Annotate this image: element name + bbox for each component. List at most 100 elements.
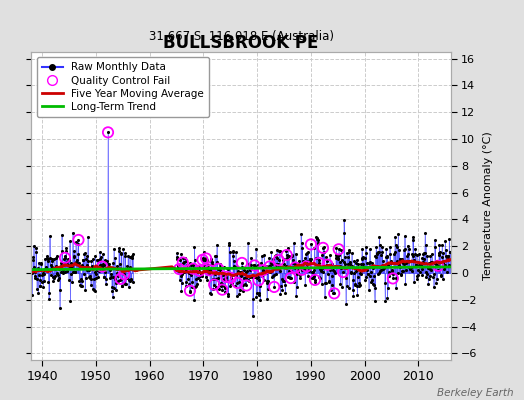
Point (351, 282, 359, 288)
Point (274, 261, 282, 267)
Point (51, 273, 59, 280)
Point (204, 271, 213, 277)
Point (181, 266, 189, 273)
Point (270, 263, 279, 270)
Point (393, 244, 401, 250)
Point (416, 269, 424, 275)
Point (229, 248, 237, 255)
Point (337, 284, 346, 290)
Point (296, 274, 304, 281)
Point (428, 259, 436, 265)
Point (396, 256, 404, 262)
Point (38, 270, 47, 276)
Point (309, 274, 318, 281)
Point (376, 267, 385, 274)
Point (265, 254, 274, 261)
Point (359, 264, 368, 270)
Point (400, 261, 408, 267)
Point (317, 268, 325, 275)
Point (372, 253, 380, 260)
Point (54, 266, 63, 272)
Point (49, 278, 58, 285)
Point (253, 290, 261, 296)
Point (198, 257, 206, 263)
Point (346, 269, 355, 276)
Point (120, 271, 128, 277)
Point (255, 292, 264, 298)
Point (289, 260, 298, 266)
Point (118, 282, 126, 289)
Point (340, 258, 348, 265)
Point (197, 272, 205, 278)
Point (431, 237, 439, 243)
Point (128, 251, 137, 258)
Point (352, 259, 361, 266)
Point (424, 280, 432, 287)
Point (218, 286, 226, 293)
Point (248, 274, 256, 280)
Point (339, 263, 347, 270)
Point (43, 253, 51, 259)
Point (332, 254, 340, 261)
Point (27, 266, 36, 273)
Point (66, 238, 74, 244)
Point (239, 267, 248, 274)
Point (439, 250, 447, 256)
Point (311, 279, 320, 286)
Point (275, 257, 283, 263)
Point (371, 284, 379, 291)
Point (354, 260, 363, 267)
Point (91, 288, 99, 294)
Point (32, 286, 41, 292)
Point (245, 261, 253, 267)
Point (353, 282, 361, 289)
Point (365, 286, 373, 293)
Point (411, 251, 419, 258)
Point (284, 244, 292, 251)
Point (243, 268, 252, 274)
Point (274, 262, 282, 268)
Point (413, 273, 421, 279)
Point (392, 258, 401, 264)
Point (126, 263, 135, 270)
Point (212, 253, 221, 260)
Point (232, 249, 240, 255)
Point (82, 256, 90, 262)
Point (306, 255, 314, 262)
Point (224, 291, 232, 297)
Point (248, 272, 256, 279)
Point (235, 290, 243, 297)
Point (235, 279, 244, 285)
Point (356, 271, 365, 277)
Point (272, 270, 280, 277)
Point (370, 298, 379, 304)
Point (316, 267, 325, 274)
Point (293, 266, 301, 272)
Point (331, 252, 340, 258)
Point (110, 246, 118, 252)
Point (348, 263, 356, 270)
Point (322, 258, 331, 264)
Point (432, 261, 441, 268)
Point (226, 275, 235, 281)
Point (60, 256, 68, 262)
Point (292, 271, 301, 278)
Point (315, 274, 324, 281)
Point (427, 266, 435, 273)
Point (87, 282, 95, 288)
Point (429, 274, 438, 280)
Point (69, 229, 77, 236)
Point (341, 254, 349, 260)
Point (402, 260, 410, 266)
Point (205, 267, 214, 274)
Point (230, 258, 238, 264)
Point (242, 282, 250, 289)
Point (237, 273, 246, 279)
Point (427, 259, 435, 265)
Point (107, 284, 116, 291)
Point (116, 276, 125, 282)
Point (118, 283, 127, 289)
Point (57, 260, 65, 266)
Point (340, 217, 348, 224)
Point (264, 278, 272, 284)
